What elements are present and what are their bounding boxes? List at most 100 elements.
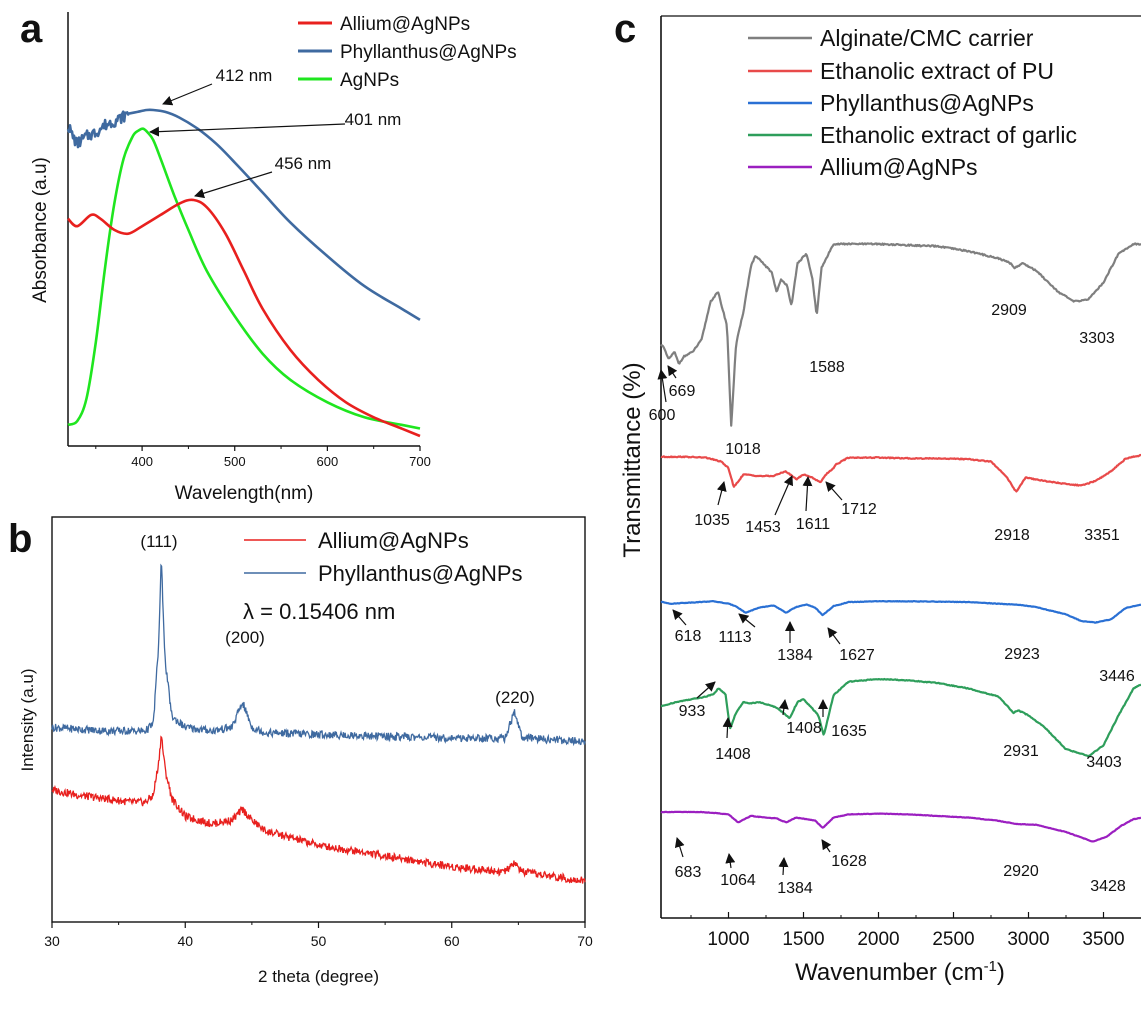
peak-label-c-3-5: 3403	[1086, 754, 1122, 771]
spectrum-phyllanthus	[660, 600, 1141, 624]
annotation-401: 401 nm	[345, 110, 402, 129]
peak-label-c-0-5: 3303	[1079, 330, 1115, 347]
peak-label-c-2-1: 1113	[718, 629, 751, 646]
peak-arrow-c-14	[674, 837, 685, 858]
legend-label-a-1: Phyllanthus@AgNPs	[340, 42, 517, 63]
legend-label-a-0: Allium@AgNPs	[340, 14, 470, 35]
peak-label-c-4-0: 683	[675, 864, 702, 881]
series-allium-b	[51, 735, 586, 884]
spectrum-alginate-cmc	[660, 242, 1141, 427]
peak-label-c-3-0: 933	[679, 703, 706, 720]
y-axis-label-c: Transmittance (%)	[619, 362, 646, 557]
spectrum-allium	[660, 810, 1141, 843]
peak-label-c-4-4: 2920	[1003, 863, 1039, 880]
panel-b: b 30 40 50 60 70 2 theta (degree) Intensity (a.…	[8, 516, 593, 986]
peak-arrow-c-15	[725, 853, 736, 869]
x-tick-label-c-3500: 3500	[1082, 929, 1124, 950]
x-tick-label-a-500: 500	[224, 454, 246, 469]
peak-label-200: (200)	[225, 628, 265, 647]
wavelength-note: λ = 0.15406 nm	[243, 599, 395, 624]
x-tick-label-c-2000: 2000	[857, 929, 899, 950]
peak-arrow-c-11	[722, 717, 733, 739]
legend-label-a-2: AgNPs	[340, 70, 399, 91]
x-tick-label-b-50: 50	[311, 933, 327, 949]
arrow-412	[162, 83, 213, 106]
annotation-456: 456 nm	[275, 154, 332, 173]
x-tick-label-a-400: 400	[131, 454, 153, 469]
peak-arrow-c-6	[672, 609, 687, 626]
legend-label-c-2: Phyllanthus@AgNPs	[820, 90, 1034, 116]
x-tick-label-a-600: 600	[317, 454, 339, 469]
spectrum-pu-extract	[660, 453, 1141, 493]
panel-label-b: b	[8, 517, 32, 561]
peak-label-c-2-3: 1627	[839, 647, 875, 664]
series-allium-a	[67, 198, 421, 438]
peak-arrow-c-17	[821, 839, 832, 853]
peak-label-c-0-2: 1018	[725, 441, 761, 458]
peak-arrow-c-7	[738, 613, 756, 628]
x-tick-label-c-2500: 2500	[932, 929, 974, 950]
peak-arrow-c-12	[778, 699, 789, 716]
peak-label-220: (220)	[495, 688, 535, 707]
legend-label-b-0: Allium@AgNPs	[318, 528, 469, 553]
series-agnps-a	[67, 127, 421, 430]
arrow-401	[149, 123, 346, 137]
y-axis-label-a: Absorbance (a.u)	[30, 157, 51, 303]
peak-arrow-c-4	[802, 476, 813, 512]
peak-label-c-2-4: 2923	[1004, 646, 1040, 663]
x-tick-label-a-700: 700	[409, 454, 431, 469]
peak-label-c-0-3: 1588	[809, 359, 845, 376]
peak-label-c-0-0: 600	[649, 407, 676, 424]
spectrum-garlic-extract	[660, 677, 1141, 758]
panel-c: c 1000 1500 2000 2500 3000 3500 Wavenumber (cm-…	[614, 7, 1141, 986]
x-axis-label-a: Wavelength(nm)	[175, 483, 314, 504]
peak-label-c-4-1: 1064	[720, 872, 756, 889]
peak-label-c-0-4: 2909	[991, 302, 1027, 319]
peak-label-c-1-2: 1611	[796, 516, 831, 533]
peak-arrow-c-1	[667, 365, 678, 379]
peak-arrow-c-16	[778, 857, 789, 876]
peak-arrow-c-5	[825, 481, 843, 501]
peak-arrow-c-3	[774, 475, 793, 516]
peak-label-c-1-5: 3351	[1084, 527, 1120, 544]
peak-arrow-c-2	[716, 481, 727, 506]
x-tick-label-b-30: 30	[44, 933, 60, 949]
legend-label-c-1: Ethanolic extract of PU	[820, 58, 1054, 84]
peak-label-c-4-3: 1628	[831, 853, 867, 870]
peak-label-c-4-2: 1384	[777, 880, 813, 897]
annotation-412: 412 nm	[216, 66, 273, 85]
x-tick-label-b-70: 70	[577, 933, 593, 949]
peak-label-c-1-1: 1453	[745, 519, 781, 536]
x-axis-label-c: Wavenumber (cm-1)	[795, 958, 1005, 986]
peak-label-c-2-5: 3446	[1099, 668, 1135, 685]
peak-label-c-3-2: 1408	[786, 720, 822, 737]
peak-arrow-c-0	[657, 369, 668, 403]
x-tick-label-c-1000: 1000	[707, 929, 749, 950]
legend-label-b-1: Phyllanthus@AgNPs	[318, 561, 523, 586]
peak-label-c-2-0: 618	[675, 628, 702, 645]
peak-label-c-1-0: 1035	[694, 512, 730, 529]
peak-label-c-0-1: 669	[669, 383, 696, 400]
peak-label-c-3-3: 1635	[831, 723, 867, 740]
peak-arrow-c-9	[827, 627, 841, 645]
peak-label-c-1-3: 1712	[841, 501, 877, 518]
peak-arrow-c-10	[696, 681, 716, 699]
peak-label-c-3-1: 1408	[715, 746, 751, 763]
legend-label-c-0: Alginate/CMC carrier	[820, 25, 1034, 51]
panel-label-c: c	[614, 7, 636, 51]
x-axis-label-b: 2 theta (degree)	[258, 967, 379, 986]
peak-label-111: (111)	[140, 532, 177, 551]
peak-label-c-3-4: 2931	[1003, 743, 1039, 760]
peak-label-c-4-5: 3428	[1090, 878, 1126, 895]
legend-label-c-3: Ethanolic extract of garlic	[820, 122, 1077, 148]
x-tick-label-b-60: 60	[444, 933, 460, 949]
series-phyllanthus-a	[66, 108, 421, 321]
peak-label-c-2-2: 1384	[777, 647, 813, 664]
y-axis-label-b: Intensity (a.u)	[18, 669, 37, 772]
panel-label-a: a	[20, 7, 43, 51]
x-tick-label-c-3000: 3000	[1007, 929, 1049, 950]
arrow-456	[194, 171, 273, 199]
x-tick-label-b-40: 40	[177, 933, 193, 949]
panel-a: a 400 500 600 700 Wavelength(nm) Absorbance (a…	[20, 7, 517, 504]
